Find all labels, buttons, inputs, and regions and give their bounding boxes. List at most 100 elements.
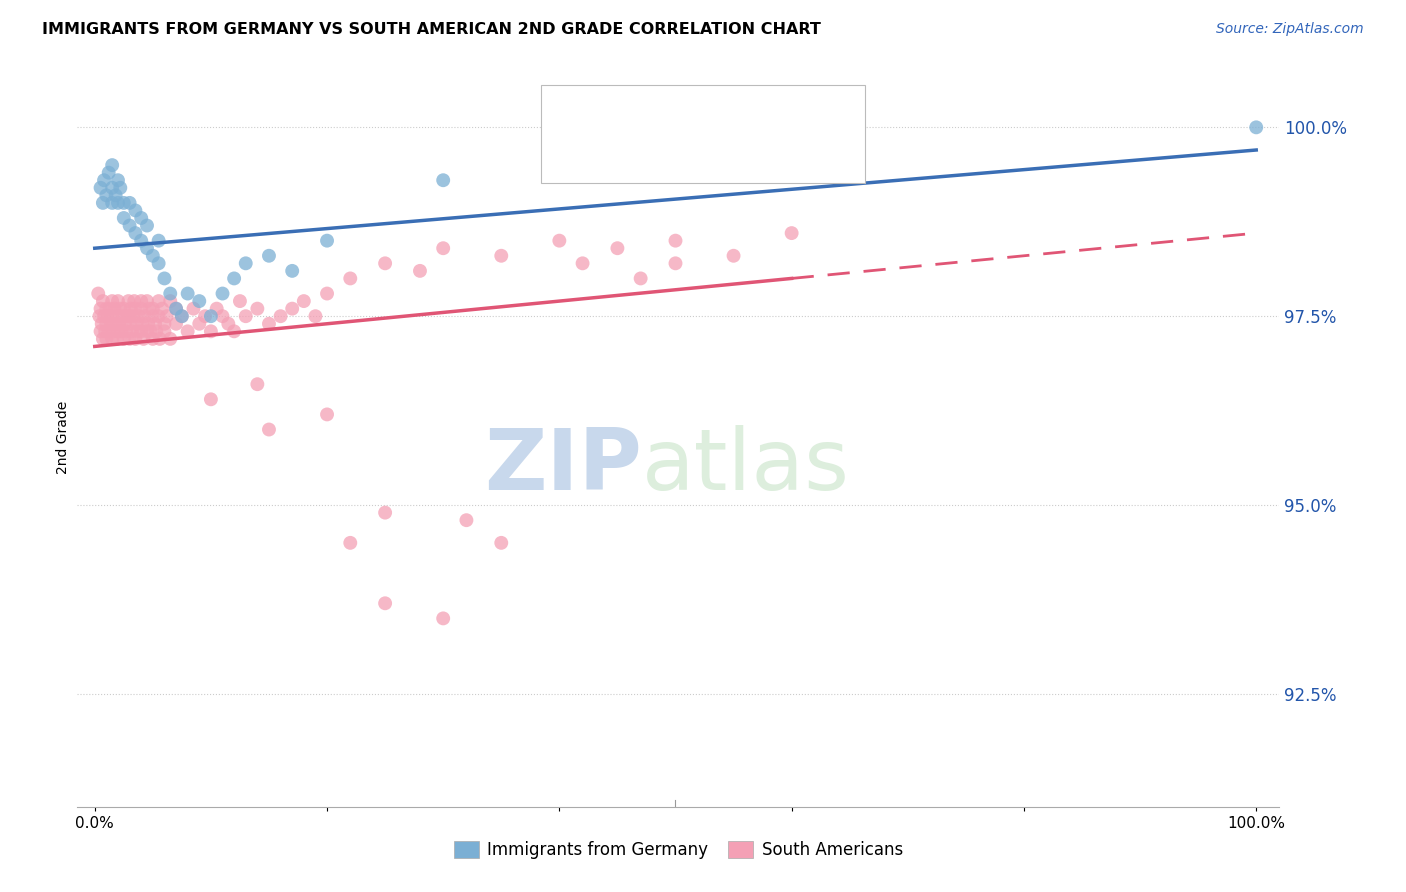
Point (90, 324, 112, 338)
Point (132, 332, 155, 346)
Point (120, 301, 142, 316)
Point (103, 324, 125, 338)
Point (127, 324, 149, 338)
Point (101, 309, 124, 323)
Point (118, 195, 141, 210)
Point (121, 324, 143, 338)
Point (153, 324, 176, 338)
Point (548, 234, 571, 248)
Point (211, 309, 233, 323)
Point (156, 309, 179, 323)
Point (143, 317, 166, 331)
Point (96, 332, 118, 346)
Point (188, 294, 211, 309)
Point (432, 173, 454, 187)
Point (339, 536, 361, 550)
Point (165, 317, 187, 331)
Point (98, 301, 121, 316)
Point (664, 256, 686, 270)
Point (101, 195, 124, 210)
Point (235, 309, 257, 323)
Legend: Immigrants from Germany, South Americans: Immigrants from Germany, South Americans (447, 834, 910, 865)
Point (456, 513, 478, 527)
Point (432, 241, 454, 255)
Point (93, 309, 115, 323)
Point (630, 271, 652, 285)
Point (129, 294, 152, 309)
Point (148, 256, 170, 270)
Point (571, 256, 593, 270)
Point (129, 324, 152, 338)
Point (124, 332, 146, 346)
Point (136, 219, 159, 233)
Point (409, 264, 432, 278)
Point (165, 301, 187, 316)
Point (374, 256, 396, 270)
Point (112, 301, 135, 316)
Point (118, 317, 141, 331)
Point (200, 324, 222, 338)
Point (246, 377, 269, 392)
Point (110, 324, 132, 338)
Point (148, 234, 170, 248)
Point (91, 195, 114, 210)
Point (281, 301, 304, 316)
Point (134, 309, 156, 323)
Point (104, 188, 127, 202)
Point (112, 332, 135, 346)
Point (780, 226, 803, 240)
Point (122, 294, 145, 309)
Point (136, 317, 159, 331)
Point (139, 324, 162, 338)
Point (145, 324, 167, 338)
Point (96, 309, 118, 323)
Point (124, 203, 146, 218)
Point (97, 324, 120, 338)
Point (118, 309, 141, 323)
Point (110, 301, 132, 316)
Point (97, 166, 120, 180)
Text: R = 0.504   N =  41: R = 0.504 N = 41 (592, 104, 782, 122)
Point (200, 392, 222, 407)
Point (101, 294, 124, 309)
Point (606, 241, 628, 255)
Point (107, 294, 129, 309)
Point (432, 611, 454, 625)
Point (491, 536, 513, 550)
Point (257, 317, 280, 331)
Point (87, 286, 110, 301)
Text: R =  0.194   N = 117: R = 0.194 N = 117 (592, 140, 792, 158)
Point (176, 286, 198, 301)
Point (148, 294, 170, 309)
Point (205, 301, 228, 316)
Point (224, 324, 246, 338)
Point (125, 317, 148, 331)
Point (96, 317, 118, 331)
Point (101, 332, 124, 346)
Point (150, 301, 173, 316)
Point (211, 286, 233, 301)
Point (257, 423, 280, 437)
Point (165, 301, 187, 316)
Point (108, 317, 131, 331)
Point (148, 309, 170, 323)
Point (118, 219, 141, 233)
Point (90, 301, 112, 316)
Point (304, 309, 326, 323)
Point (129, 211, 152, 225)
Y-axis label: 2nd Grade: 2nd Grade (56, 401, 70, 474)
Point (235, 256, 257, 270)
Point (91, 294, 114, 309)
Point (281, 264, 304, 278)
Point (1244, 120, 1267, 135)
Point (128, 309, 150, 323)
Point (374, 506, 396, 520)
Point (838, 158, 860, 172)
Point (118, 332, 141, 346)
Point (176, 324, 198, 338)
Point (129, 234, 152, 248)
Point (96, 301, 118, 316)
Point (110, 181, 132, 195)
Point (114, 317, 136, 331)
Point (170, 309, 193, 323)
